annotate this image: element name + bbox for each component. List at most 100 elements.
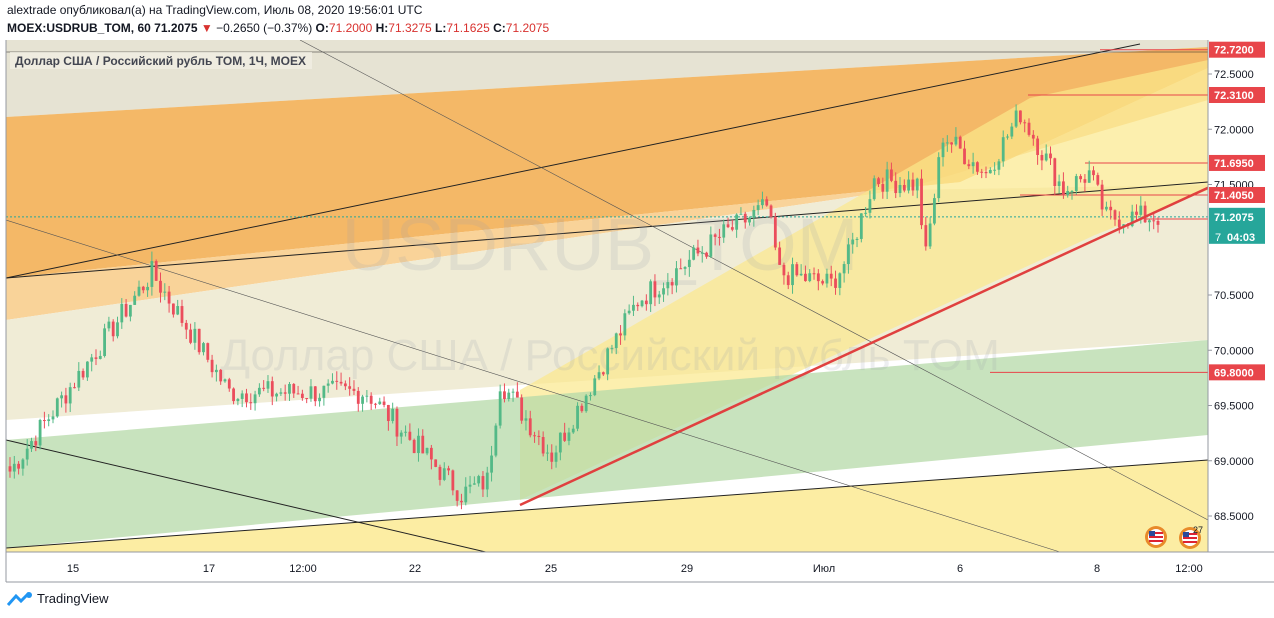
candle-body — [571, 428, 575, 433]
candle-body — [653, 281, 657, 298]
candle-body — [197, 328, 201, 353]
candle-body — [253, 394, 257, 404]
candle-body — [1019, 110, 1022, 123]
candle-body — [451, 470, 455, 491]
candle-body — [356, 390, 360, 404]
candle-body — [498, 391, 502, 426]
candle-body — [137, 286, 141, 296]
candle-body — [851, 239, 855, 245]
candle-body — [834, 278, 837, 288]
candle-body — [709, 234, 713, 257]
candle-body — [412, 439, 416, 454]
candle-body — [911, 179, 915, 191]
candle-body — [128, 304, 132, 317]
candle-body — [103, 328, 106, 356]
close-value: 71.2075 — [505, 21, 550, 35]
candle-body — [683, 267, 687, 269]
candle-body — [950, 142, 954, 145]
open-value: 71.2000 — [328, 21, 373, 35]
candle-body — [111, 321, 115, 337]
candle-body — [550, 452, 554, 462]
y-tick-label: 70.0000 — [1214, 345, 1254, 357]
candle-body — [821, 281, 825, 284]
x-tick-label: 17 — [203, 563, 215, 575]
candle-body — [739, 213, 743, 215]
candle-body — [305, 397, 309, 399]
candle-body — [240, 393, 244, 399]
candle-body — [266, 381, 270, 389]
footer-brand[interactable]: TradingView — [7, 591, 109, 606]
candle-body — [898, 184, 902, 194]
candle-body — [692, 247, 696, 260]
candle-body — [971, 162, 975, 167]
candle-body — [782, 264, 786, 276]
candle-body — [993, 169, 997, 171]
candle-body — [872, 178, 876, 200]
price-level-tag — [1209, 364, 1265, 381]
candle-body — [726, 224, 730, 228]
candle-body — [352, 388, 356, 391]
candle-body — [1049, 153, 1052, 159]
candle-body — [1113, 210, 1117, 220]
candle-body — [984, 171, 988, 174]
candle-body — [318, 397, 321, 402]
close-label: C: — [493, 21, 506, 35]
candle-body — [150, 261, 154, 287]
candle-body — [73, 387, 76, 389]
candle-body — [735, 214, 739, 230]
us-flag-event-icon[interactable] — [1145, 526, 1167, 548]
candle-body — [47, 419, 51, 422]
candle-body — [288, 384, 291, 394]
candle-body — [408, 431, 412, 440]
candle-body — [236, 398, 240, 402]
price-level-tag-label: 71.4050 — [1214, 190, 1254, 202]
candle-body — [563, 432, 567, 441]
candle-body — [176, 306, 180, 315]
candle-body — [434, 459, 438, 467]
us-flag-event-group-icon[interactable]: 27 — [1179, 525, 1203, 549]
candle-body — [756, 205, 760, 210]
candle-body — [232, 388, 235, 402]
price-level-tag-label: 72.7200 — [1214, 45, 1254, 57]
candle-body — [34, 441, 38, 446]
candle-body — [124, 303, 128, 317]
candle-body — [438, 466, 442, 480]
candle-body — [696, 247, 700, 254]
candle-body — [313, 386, 317, 402]
candle-body — [477, 476, 481, 484]
candle-body — [464, 486, 468, 503]
candle-body — [421, 435, 425, 454]
candle-body — [202, 343, 205, 353]
x-tick-label: 29 — [681, 563, 693, 575]
candle-body — [657, 294, 661, 298]
x-tick-label: 6 — [957, 563, 963, 575]
candle-body — [154, 261, 158, 281]
symbol-name[interactable]: MOEX:USDRUB_TOM, 60 — [7, 21, 151, 35]
candle-body — [12, 463, 16, 472]
candle-body — [537, 435, 541, 438]
candle-body — [51, 416, 55, 420]
watermark-description: Доллар США / Российский рубль TOM — [220, 331, 1000, 380]
footer-brand-name: TradingView — [37, 591, 109, 606]
candle-body — [98, 355, 102, 359]
candle-body — [915, 178, 919, 191]
candle-body — [1109, 206, 1113, 211]
candle-body — [507, 392, 511, 400]
x-tick-label: 25 — [545, 563, 557, 575]
candles — [8, 104, 1160, 510]
candle-body — [623, 313, 627, 336]
candle-body — [1083, 179, 1087, 183]
candle-body — [687, 259, 691, 268]
candle-body — [838, 273, 842, 288]
candle-body — [829, 273, 833, 279]
candle-body — [928, 223, 932, 247]
candle-body — [584, 395, 588, 412]
candle-body — [219, 369, 223, 382]
time-axis[interactable]: 15 17 12:00 22 25 29 Июл 6 8 12:00 — [67, 563, 1203, 575]
price-level-tag-label: 71.6950 — [1214, 158, 1254, 170]
price-level-tags: 72.720072.310071.695071.405071.187569.80… — [1209, 41, 1265, 381]
x-tick-label: 8 — [1094, 563, 1100, 575]
candle-body — [283, 392, 287, 394]
candle-body — [614, 333, 618, 349]
